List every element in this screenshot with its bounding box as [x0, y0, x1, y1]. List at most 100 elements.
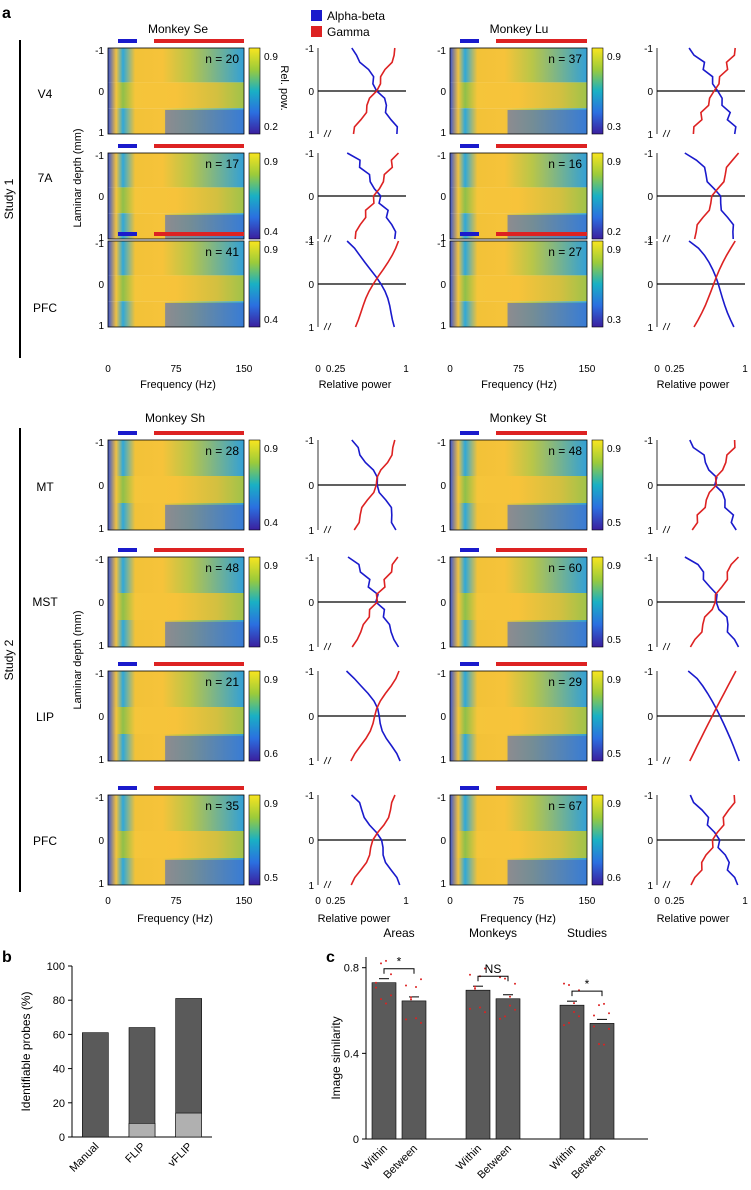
alpha-beta-profile — [345, 670, 401, 762]
gamma-band-bar — [154, 431, 244, 435]
c-data-point — [469, 973, 471, 976]
alpha-beta-profile — [347, 556, 400, 648]
colorbar-max: 0.9 — [607, 799, 621, 810]
axis-break — [323, 880, 332, 889]
colorbar-gradient — [591, 556, 604, 648]
heatmap-upper — [450, 557, 587, 593]
heatmap-upper — [450, 795, 587, 831]
alpha-beta-profile — [689, 439, 737, 531]
depth-tick: 0 — [440, 598, 446, 609]
colorbar-V4-0: 0.9 0.2 — [248, 47, 278, 135]
axis-break — [662, 234, 671, 243]
monkey-title-lu: Monkey Lu — [490, 22, 549, 36]
colorbar-min: 0.2 — [607, 227, 621, 238]
gamma-band-bar — [496, 786, 587, 790]
heatmap-middle — [108, 707, 244, 734]
heatmap-7A-0: n = 17 -1 0 1 — [95, 144, 245, 244]
area-label-v4: V4 — [38, 87, 53, 101]
alpha-band-bar — [460, 431, 479, 435]
rp-tick: 0.25 — [326, 364, 346, 375]
heatmap-low-power-region — [507, 735, 587, 761]
colorbar-PFC-0: 0.9 0.4 — [248, 240, 278, 328]
depth-tick: 0 — [98, 598, 104, 609]
freq-tick: 75 — [170, 896, 182, 907]
gamma-band-bar — [496, 39, 587, 43]
colorbar-max: 0.9 — [264, 799, 278, 810]
alpha-band-bar — [118, 232, 137, 236]
n-count: n = 35 — [205, 799, 239, 813]
heatmap-PFC-1: n = 27 -1 0 1 — [437, 232, 588, 332]
c-data-point — [420, 1021, 422, 1024]
heatmap-low-power-region — [507, 621, 587, 647]
depth-tick: 1 — [98, 755, 104, 766]
n-count: n = 67 — [548, 799, 582, 813]
alpha-band-bar — [118, 662, 137, 666]
rp-tick: 1 — [403, 896, 409, 907]
c-data-point — [375, 981, 377, 984]
c-data-point — [405, 984, 407, 987]
alpha-band-bar — [118, 548, 137, 552]
depth-tick: -1 — [644, 791, 653, 802]
colorbar-s2-MST-1: 0.9 0.5 — [591, 556, 621, 648]
colorbar-max: 0.9 — [607, 52, 621, 63]
depth-tick: 1 — [308, 757, 314, 768]
c-data-point — [469, 1007, 471, 1010]
colorbar-7A-0: 0.9 0.4 — [248, 152, 278, 240]
heatmap-middle — [108, 476, 244, 503]
legend-gamma-swatch — [311, 26, 322, 37]
gamma-band-bar — [154, 232, 244, 236]
c-sig-label: * — [585, 977, 590, 991]
heatmap-upper — [450, 48, 587, 83]
rp-tick: 0 — [654, 364, 660, 375]
heatmap-frame — [449, 670, 588, 762]
depth-tick: 1 — [98, 524, 104, 535]
gamma-profile — [691, 439, 736, 531]
c-data-point — [484, 1011, 486, 1014]
depth-tick: -1 — [644, 436, 653, 447]
rp-tick: 0 — [315, 364, 321, 375]
profile-s2-3-1: -1 0 1 — [644, 791, 745, 892]
heatmap-frame — [107, 794, 245, 886]
n-count: n = 37 — [548, 52, 582, 66]
depth-tick: 0 — [647, 481, 653, 492]
n-count: n = 20 — [205, 52, 239, 66]
depth-tick: -1 — [644, 553, 653, 564]
alpha-band-bar — [118, 786, 137, 790]
c-data-point — [598, 1042, 600, 1045]
legend-gamma-label: Gamma — [327, 25, 370, 39]
rp-ticks-study1-0: 0 0.25 1 — [315, 364, 409, 375]
depth-tick: -1 — [95, 239, 104, 250]
heatmap-upper — [108, 440, 244, 476]
rp-label-study1-right: Relative power — [657, 379, 730, 391]
c-data-point — [593, 1025, 595, 1028]
colorbar-max: 0.9 — [607, 675, 621, 686]
heatmap-low-power-region — [165, 621, 244, 647]
n-count: n = 16 — [548, 157, 582, 171]
colorbar-max: 0.9 — [607, 245, 621, 256]
colorbar-s2-LIP-1: 0.9 0.5 — [591, 670, 621, 762]
gamma-band-bar — [154, 548, 244, 552]
depth-tick: 1 — [440, 321, 446, 332]
profile-s2-2-0: -1 0 1 — [305, 667, 406, 768]
rp-tick: 0.25 — [665, 896, 685, 907]
heatmap-frame — [107, 556, 245, 648]
heatmap-low-power-region — [165, 504, 244, 530]
area-label-mst: MST — [32, 595, 58, 609]
freq-ticks-study1-0: 0 75 150 — [105, 364, 253, 375]
b-bar-total — [128, 1027, 156, 1138]
depth-tick: -1 — [305, 667, 314, 678]
heatmap-upper — [108, 241, 244, 276]
colorbar-max: 0.9 — [607, 444, 621, 455]
axis-break — [662, 525, 671, 534]
heatmap-s2-MT-0: n = 28 -1 0 1 — [95, 431, 245, 535]
heatmap-frame — [449, 240, 588, 328]
rp-tick: 1 — [742, 896, 748, 907]
gamma-profile — [689, 556, 740, 648]
c-data-point — [385, 1002, 387, 1005]
heatmap-s2-MST-1: n = 60 -1 0 1 — [437, 548, 588, 652]
panel-label-b: b — [2, 949, 12, 966]
depth-tick: 0 — [647, 87, 653, 98]
c-data-point — [563, 1024, 565, 1027]
